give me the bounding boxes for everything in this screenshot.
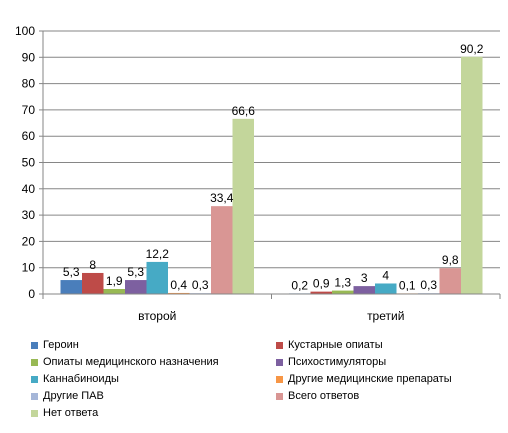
legend-swatch (276, 358, 283, 366)
legend-item: Другие ПАВ (31, 390, 104, 402)
bars (60, 56, 483, 294)
legend-item: Другие медицинские препараты (276, 373, 452, 385)
category-labels: второй третий (138, 309, 404, 323)
data-label: 12,2 (146, 247, 170, 261)
bar (82, 272, 104, 294)
legend-swatch (276, 375, 283, 383)
bar (60, 280, 82, 294)
y-tick-label: 90 (22, 50, 36, 64)
legend-swatch (276, 392, 283, 400)
bar (375, 283, 397, 294)
y-tick-label: 0 (28, 287, 35, 301)
legend-label: Нет ответа (43, 407, 99, 419)
legend-item: Психостимуляторы (276, 356, 386, 368)
data-label: 90,2 (460, 42, 484, 56)
data-label: 0,2 (291, 278, 308, 292)
data-label: 1,9 (106, 274, 123, 288)
data-label: 5,3 (127, 265, 144, 279)
legend-label: Другие ПАВ (43, 390, 104, 402)
legend-item: Опиаты медицинского назначения (31, 356, 219, 368)
y-tick-label: 20 (22, 234, 36, 248)
data-label: 3 (361, 271, 368, 285)
legend-label: Кустарные опиаты (288, 339, 383, 351)
legend-label: Опиаты медицинского назначения (43, 356, 219, 368)
bar (353, 286, 375, 294)
y-tick-label: 40 (22, 182, 36, 196)
gridlines (39, 30, 500, 295)
data-label: 4 (382, 268, 389, 282)
legend-item: Героин (31, 339, 79, 351)
legend: Героин Кустарные опиаты Опиаты медицинског… (0, 336, 508, 433)
bar (232, 118, 254, 294)
data-label: 5,3 (63, 265, 80, 279)
data-label: 33,4 (210, 191, 234, 205)
bar (332, 290, 354, 294)
y-tick-label: 10 (22, 261, 36, 275)
legend-label: Героин (43, 339, 79, 351)
data-label: 0,3 (420, 278, 437, 292)
bar (439, 268, 461, 294)
legend-swatch (31, 409, 38, 417)
data-label: 0,4 (170, 278, 187, 292)
data-labels: 5,381,95,312,20,4 0,333,466,60,2 0,9 1,3 3 40… (63, 42, 484, 293)
bar (168, 292, 190, 294)
data-label: 0,3 (192, 278, 209, 292)
bar (211, 206, 233, 294)
legend-label: Каннабиноиды (43, 373, 119, 385)
data-label: 8 (89, 258, 96, 272)
legend-swatch (31, 392, 38, 400)
legend-label: Психостимуляторы (288, 356, 387, 368)
data-label: 0,9 (313, 277, 330, 291)
legend-item: Кустарные опиаты (276, 339, 383, 351)
legend-swatch (31, 375, 38, 383)
data-label: 0,1 (399, 279, 416, 293)
y-tick-label: 80 (22, 77, 36, 91)
bar (461, 56, 483, 294)
y-tick-label: 70 (22, 103, 36, 117)
y-tick-label: 60 (22, 129, 36, 143)
legend-item: Каннабиноиды (31, 373, 119, 385)
data-label: 66,6 (232, 104, 256, 118)
category-label: второй (138, 309, 176, 323)
bar (125, 280, 147, 294)
bar (146, 261, 168, 294)
legend-swatch (276, 341, 283, 349)
y-axis-ticks: 0 10 20 30 40 50 60 70 80 90 100 (15, 24, 35, 301)
data-label: 9,8 (442, 253, 459, 267)
legend-label: Другие медицинские препараты (288, 373, 452, 385)
y-tick-label: 100 (15, 24, 35, 38)
legend-swatch (31, 358, 38, 366)
legend-item: Всего ответов (276, 390, 359, 402)
y-tick-label: 30 (22, 208, 36, 222)
legend-swatch (31, 341, 38, 349)
bar (103, 289, 125, 294)
y-tick-label: 50 (22, 156, 36, 170)
category-label: третий (367, 309, 404, 323)
bar (310, 291, 332, 294)
legend-label: Всего ответов (288, 390, 360, 402)
axes (42, 31, 501, 299)
data-label: 1,3 (334, 276, 351, 290)
legend-item: Нет ответа (31, 407, 98, 419)
